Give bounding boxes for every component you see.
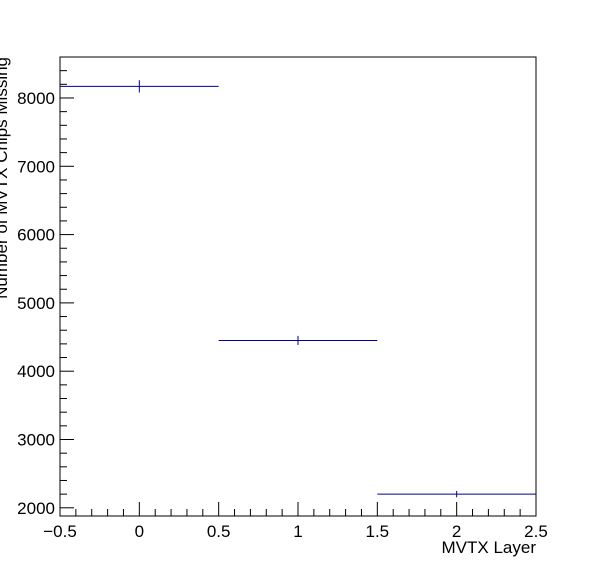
x-ticks: [59, 502, 537, 516]
x-tick-label: 1: [293, 522, 302, 541]
x-tick-label: 2.5: [524, 522, 548, 541]
x-tick-label: 0: [135, 522, 144, 541]
x-tick-label: 0.5: [207, 522, 231, 541]
y-tick-label: 7000: [17, 157, 55, 176]
x-tick-label: −0.5: [43, 522, 77, 541]
y-axis-title: Number of MVTX Chips Missing: [0, 57, 11, 299]
y-tick-label: 2000: [17, 499, 55, 518]
x-axis-title: MVTX Layer: [442, 538, 537, 557]
y-tick-label: 3000: [17, 431, 55, 450]
plot-frame: [59, 56, 537, 517]
data-points: [60, 80, 536, 498]
x-tick-label: 2: [452, 522, 461, 541]
y-tick-label: 4000: [17, 362, 55, 381]
y-ticks: [60, 56, 74, 509]
data-point: [377, 490, 536, 498]
x-tick-labels: −0.5 0 0.5 1 1.5 2 2.5: [43, 522, 548, 541]
data-point: [218, 335, 378, 346]
y-tick-label: 6000: [17, 226, 55, 245]
y-tick-labels: 2000 3000 4000 5000 6000 7000 8000: [17, 89, 55, 518]
data-point: [60, 80, 219, 93]
x-tick-label: 1.5: [366, 522, 390, 541]
y-tick-label: 8000: [17, 89, 55, 108]
y-tick-label: 5000: [17, 294, 55, 313]
